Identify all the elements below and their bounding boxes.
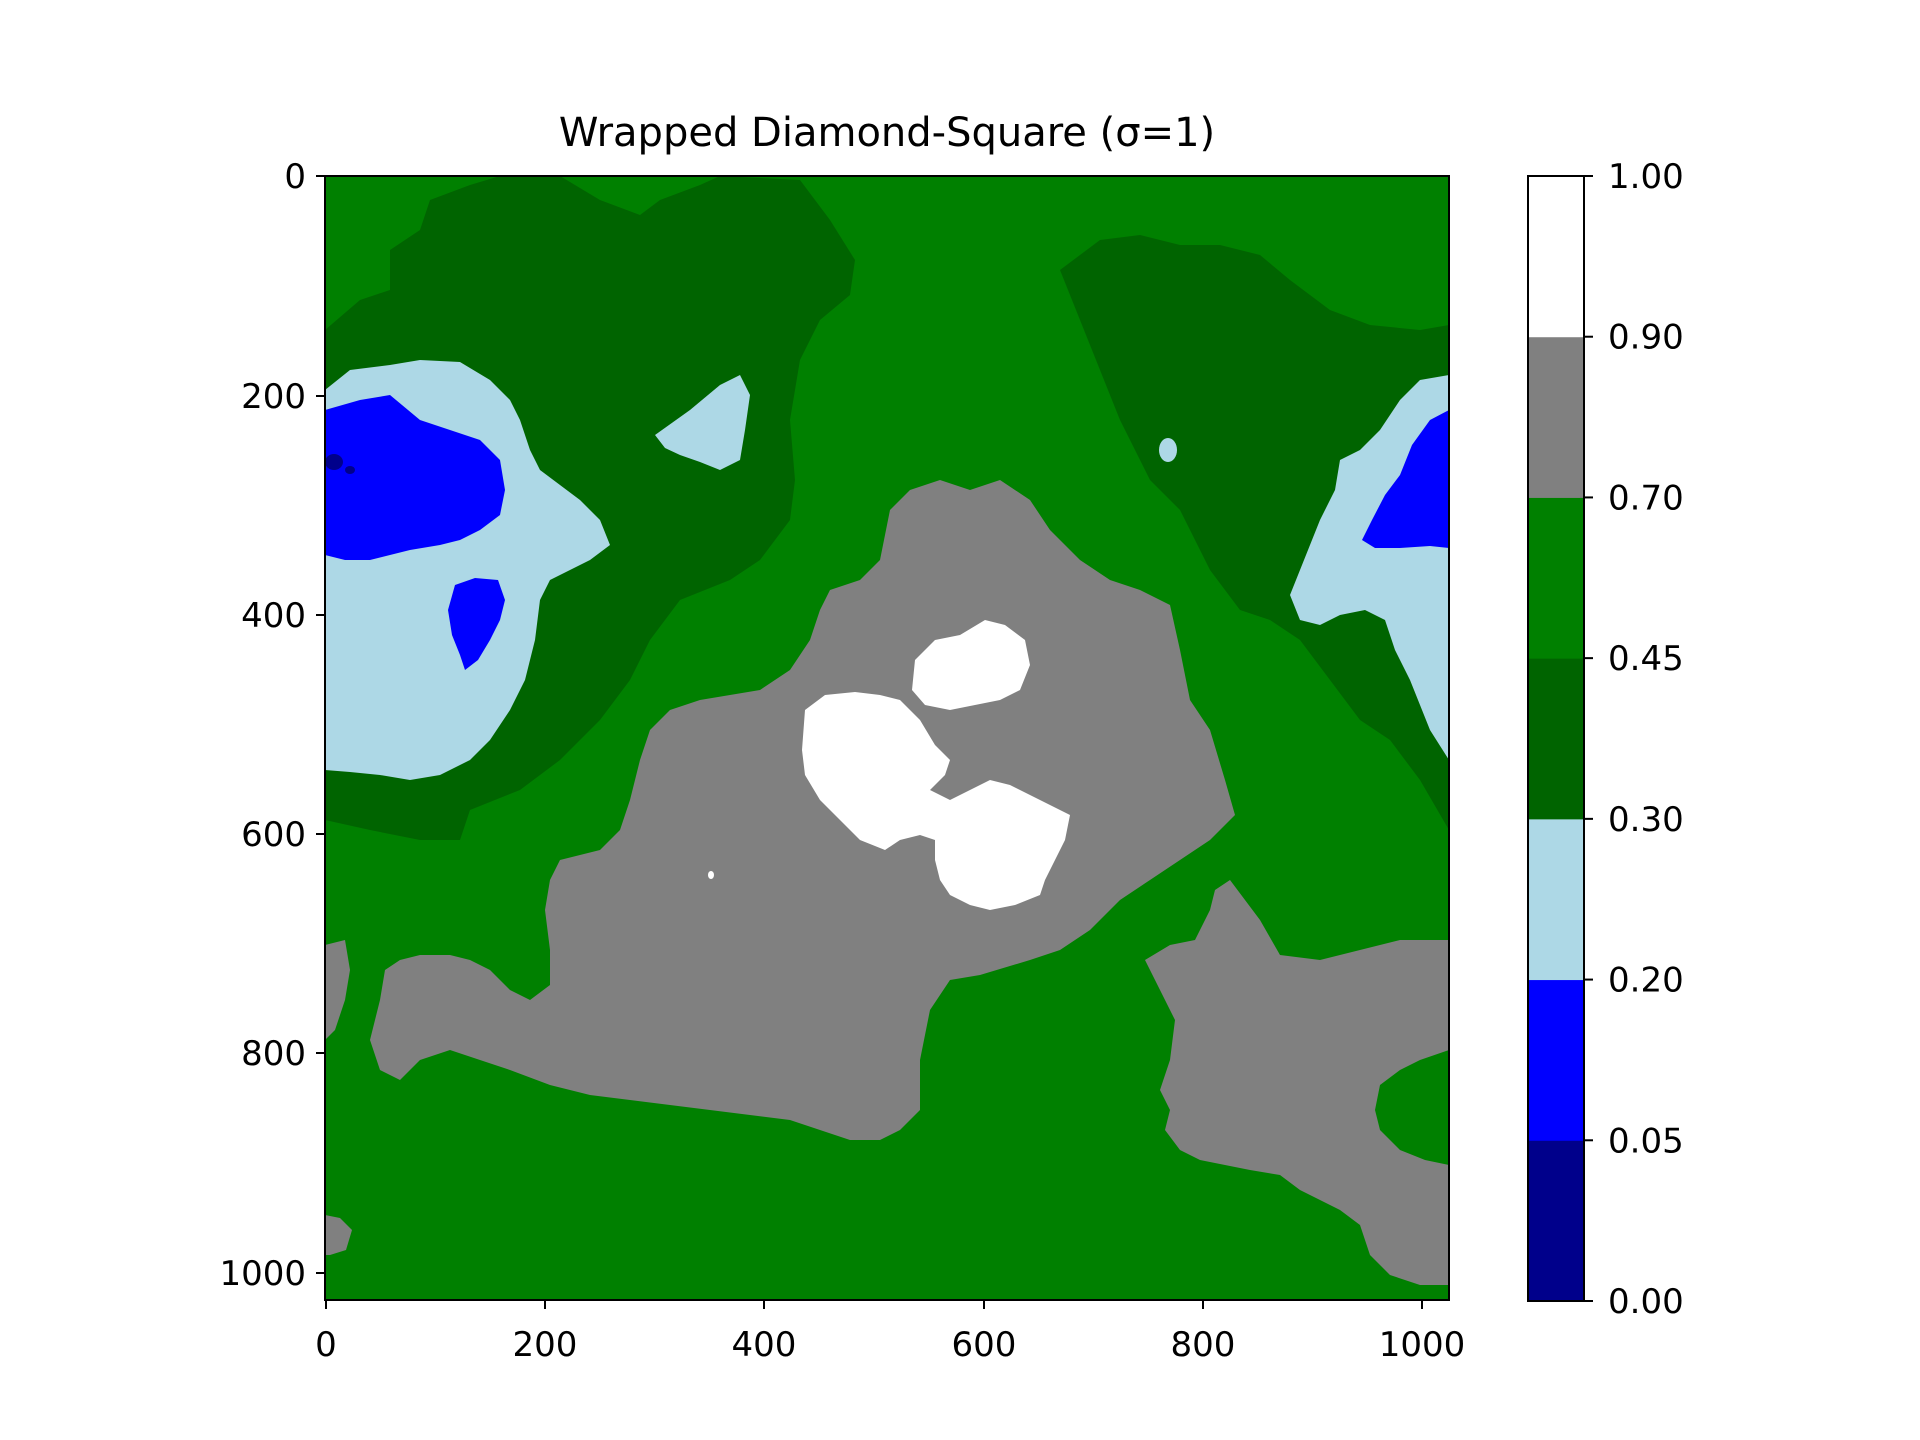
region-darkblue <box>325 454 343 470</box>
region-grey <box>1145 880 1449 1285</box>
chart-title: Wrapped Diamond-Square (σ=1) <box>559 110 1215 156</box>
colorbar-band <box>1528 658 1584 820</box>
colorbar: 0.00 0.05 0.20 0.30 0.45 0.70 0.90 1.00 <box>1527 157 1684 1322</box>
heatmap <box>325 176 1449 1300</box>
region-darkblue <box>345 466 355 474</box>
colorbar-band <box>1528 818 1584 981</box>
y-tick-label: 800 <box>241 1034 306 1074</box>
region-lightblue <box>1159 438 1177 462</box>
region-blue <box>1362 410 1449 548</box>
region-blue <box>325 395 505 560</box>
x-tick-label: 200 <box>513 1325 578 1365</box>
colorbar-band <box>1528 979 1584 1141</box>
colorbar-band <box>1528 336 1584 498</box>
plot-frame <box>324 175 1450 1301</box>
region-green <box>1375 1050 1449 1165</box>
x-tick-label: 400 <box>732 1325 797 1365</box>
region-lightblue <box>655 375 750 470</box>
region-white <box>802 692 1070 910</box>
y-tick-label: 600 <box>241 815 306 855</box>
region-blue <box>448 578 505 670</box>
colorbar-tick-label: 0.45 <box>1608 639 1684 679</box>
y-tick-label: 1000 <box>219 1254 306 1294</box>
y-tick-label: 400 <box>241 596 306 636</box>
colorbar-tick-label: 0.20 <box>1608 961 1684 1001</box>
region-grey <box>325 1215 352 1255</box>
colorbar-tick-label: 0.05 <box>1608 1121 1684 1161</box>
region-darkgreen <box>1060 235 1449 830</box>
x-tick-label: 0 <box>315 1325 337 1365</box>
colorbar-band <box>1528 497 1584 659</box>
y-tick-label: 200 <box>241 377 306 417</box>
colorbar-frame <box>1527 175 1585 1302</box>
colorbar-tick-label: 0.00 <box>1608 1282 1684 1322</box>
colorbar-band <box>1528 176 1584 338</box>
colorbar-tick-label: 0.30 <box>1608 800 1684 840</box>
x-tick-label: 800 <box>1171 1325 1236 1365</box>
colorbar-tick-label: 1.00 <box>1608 157 1684 197</box>
colorbar-tick-label: 0.90 <box>1608 318 1684 358</box>
x-axis: 0 200 400 600 800 1000 <box>315 1300 1465 1365</box>
y-tick-label: 0 <box>284 157 306 197</box>
region-white <box>912 620 1030 710</box>
x-tick-label: 1000 <box>1379 1325 1466 1365</box>
x-tick-label: 600 <box>952 1325 1017 1365</box>
colorbar-band <box>1528 1140 1584 1302</box>
y-axis: 0 200 400 600 800 1000 <box>219 157 325 1294</box>
colorbar-tick-label: 0.70 <box>1608 478 1684 518</box>
region-grey <box>325 940 350 1040</box>
region-white <box>708 871 714 879</box>
